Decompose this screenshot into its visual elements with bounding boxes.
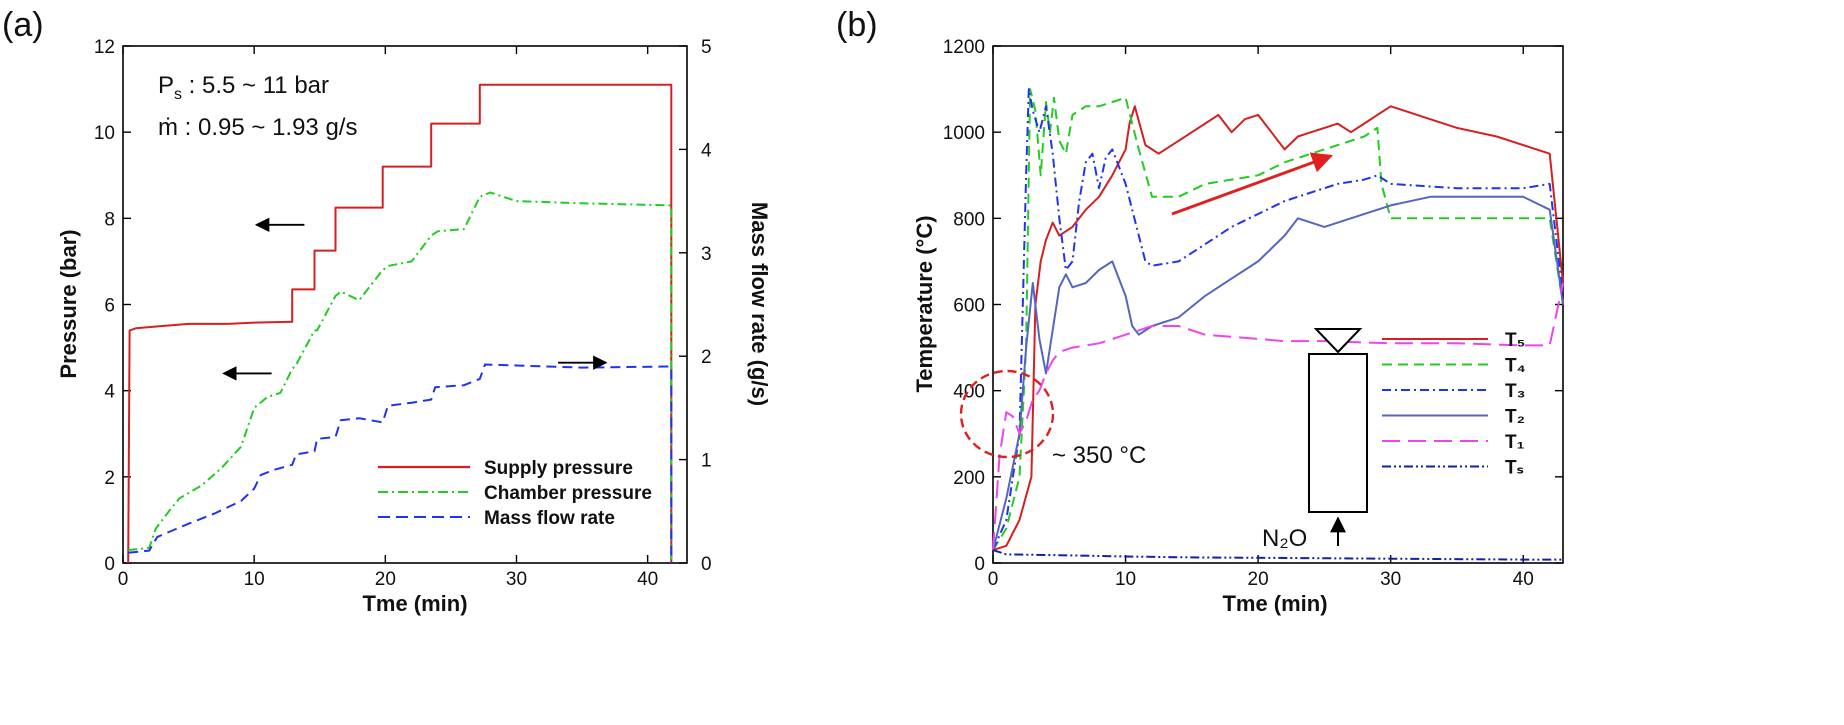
panel-label-b: (b) (836, 6, 878, 44)
chart-b-series-1 (992, 88, 1564, 551)
chart-a-xtick-label: 0 (118, 569, 129, 590)
chart-a-y2tick-label: 5 (701, 37, 712, 58)
chart-a-ytick-label: 12 (94, 37, 115, 58)
chart-b-xtick-label: 0 (988, 569, 999, 590)
chart-a-xtick-label: 30 (506, 569, 527, 590)
mdot-symbol: ṁ (158, 114, 178, 141)
chart-a-ytick-label: 2 (104, 468, 115, 489)
chart-b-series (992, 88, 1564, 561)
chart-b-series-5 (992, 549, 1563, 561)
chart-a-y2tick-label: 0 (701, 554, 712, 575)
chart-b-ytick-label: 800 (953, 209, 985, 230)
legend-b-label: T₁ (1505, 432, 1525, 453)
reactor-body (1308, 353, 1368, 513)
chart-a-xtick-label: 10 (244, 569, 265, 590)
mdot-annotation: ṁ : 0.95 ~ 1.93 g/s (158, 114, 357, 141)
chart-b-series-4 (992, 282, 1564, 551)
highlight-circle (959, 369, 1055, 459)
chart-a-ytick-label: 8 (104, 209, 115, 230)
chart-b-xlabel: Tme (min) (1222, 591, 1327, 616)
chart-a-ytick-label: 4 (104, 382, 115, 403)
legend-a-label-supply: Supply pressure (484, 458, 633, 479)
chart-a-series-1 (128, 191, 673, 563)
chart-a-xtick-label: 40 (637, 569, 658, 590)
chart-b-series-3 (992, 195, 1564, 551)
chart-a-y2tick-label: 3 (701, 244, 712, 265)
chart-b-xtick-label: 20 (1248, 569, 1269, 590)
ps-symbol: P (158, 72, 174, 99)
panel-label-a: (a) (2, 6, 44, 44)
chart-b-ytick-label: 1200 (943, 37, 985, 58)
chart-b-ylabel: Temperature (°C) (912, 215, 937, 392)
chart-a-arrows (222, 217, 608, 381)
chart-a-annotation: Ps : 5.5 ~ 11 bar ṁ : 0.95 ~ 1.93 g/s (158, 72, 357, 141)
trend-arrow-icon (1171, 152, 1333, 216)
chart-a-series-2 (128, 363, 673, 563)
ps-annotation: Ps : 5.5 ~ 11 bar (158, 72, 329, 103)
ps-range: : 5.5 ~ 11 bar (182, 72, 329, 99)
chart-b-arrows (1171, 152, 1333, 216)
chart-a-y2tick-label: 2 (701, 347, 712, 368)
chart-a-series-0 (127, 83, 673, 564)
ps-sub: s (174, 86, 182, 103)
chart-a-ylabel: Pressure (bar) (56, 229, 81, 378)
legend-b-label: T₃ (1505, 381, 1525, 402)
chart-b-xtick-label: 40 (1513, 569, 1534, 590)
outlet-triangle (1313, 328, 1363, 354)
chart-a-y2tick-label: 1 (701, 451, 712, 472)
chart-b-ytick-label: 600 (953, 296, 985, 317)
chart-b-ytick-label: 1000 (943, 123, 985, 144)
chart-a-ytick-label: 10 (94, 123, 115, 144)
chart-a-y2tick-label: 4 (701, 140, 712, 161)
chart-b-ytick-label: 400 (953, 382, 985, 403)
chart-a-legend: Supply pressure Chamber pressure Mass fl… (378, 458, 652, 529)
mdot-range: : 0.95 ~ 1.93 g/s (178, 114, 357, 141)
legend-b-label: T₂ (1505, 407, 1525, 428)
legend-b-label: T₄ (1505, 356, 1526, 377)
legend-b-label: T₅ (1505, 330, 1525, 351)
chart-a-ytick-label: 6 (104, 296, 115, 317)
chart-a-series (127, 83, 673, 564)
legend-a-label-massflow: Mass flow rate (484, 508, 615, 529)
chart-b-xtick-label: 10 (1115, 569, 1136, 590)
chart-b-frame (992, 45, 1564, 564)
chart-b-legend: T₅ T₄ T₃ T₂ T₁ Tₛ (1382, 330, 1526, 479)
legend-b-label: Tₛ (1505, 458, 1524, 479)
circle-annotation: ~ 350 °C (1052, 442, 1146, 469)
chart-a-xtick-label: 20 (375, 569, 396, 590)
chart-a-ytick-label: 0 (104, 554, 115, 575)
chart-b-xtick-label: 30 (1380, 569, 1401, 590)
inlet-label: N₂O (1262, 525, 1307, 552)
chart-b-ytick-label: 200 (953, 468, 985, 489)
reactor-schematic: N₂O (1262, 328, 1368, 552)
chart-b-ytick-label: 0 (974, 554, 985, 575)
chart-a-y2label: Mass flow rate (g/s) (747, 202, 772, 406)
chart-a-xlabel: Tme (min) (362, 591, 467, 616)
legend-a-label-chamber: Chamber pressure (484, 483, 652, 504)
chart-b-series-2 (992, 88, 1564, 551)
chart-b-series-0 (992, 105, 1564, 552)
